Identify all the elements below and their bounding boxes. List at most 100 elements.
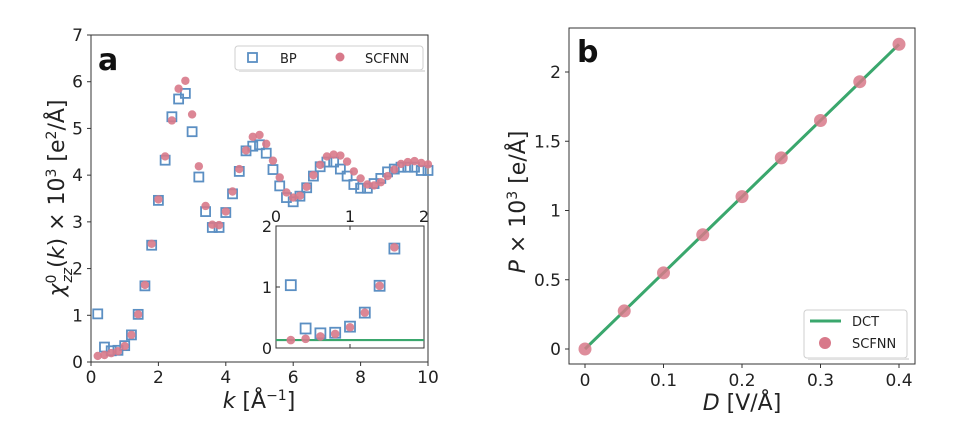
scfnn-point bbox=[696, 228, 710, 242]
panel-b-series bbox=[578, 37, 906, 356]
legend-bp-label: BP bbox=[280, 52, 297, 67]
scfnn-point bbox=[127, 330, 136, 340]
scfnn-point bbox=[617, 304, 631, 318]
scfnn-point bbox=[814, 113, 827, 127]
scfnn-point bbox=[214, 220, 224, 230]
x-tick-label: 4 bbox=[220, 368, 231, 388]
scfnn-point bbox=[241, 146, 251, 155]
scfnn-point bbox=[356, 174, 365, 183]
y-tick-label: 1.5 bbox=[534, 132, 561, 152]
bp-point bbox=[173, 93, 185, 105]
scfnn-point bbox=[228, 187, 237, 196]
bp-point bbox=[132, 308, 144, 320]
y-tick-label: 4 bbox=[72, 166, 83, 186]
scfnn-point bbox=[369, 181, 379, 190]
inset-scfnn-point bbox=[360, 308, 370, 317]
scfnn-point bbox=[282, 188, 291, 197]
panel-a-x-axis-label: k [Å−1] bbox=[223, 387, 296, 414]
scfnn-point bbox=[120, 341, 129, 351]
bp-point bbox=[126, 329, 137, 341]
y-tick-label: 1 bbox=[72, 306, 83, 326]
legend-shadow bbox=[239, 70, 425, 72]
legend-bp-marker-icon bbox=[247, 52, 258, 63]
legend-scfnn-marker-icon bbox=[335, 52, 345, 62]
inset-points bbox=[276, 242, 424, 345]
scfnn-point bbox=[363, 180, 372, 189]
x-tick-label: 0 bbox=[86, 368, 97, 388]
bp-point bbox=[267, 164, 279, 175]
scfnn-point bbox=[221, 207, 230, 216]
scfnn-point bbox=[201, 201, 210, 211]
scfnn-point bbox=[410, 156, 419, 166]
bp-point bbox=[260, 147, 272, 159]
y-tick-label: 3 bbox=[72, 213, 83, 233]
inset-scfnn-point bbox=[286, 335, 296, 345]
bp-point bbox=[274, 180, 286, 192]
inset-y-tick-label: 0 bbox=[262, 339, 272, 358]
bp-point bbox=[355, 182, 367, 194]
inset-y-tick-label: 2 bbox=[262, 217, 272, 236]
scfnn-point bbox=[289, 193, 298, 202]
scfnn-point bbox=[735, 190, 749, 204]
panel-a-y-axis-label: χ0zz(k) × 103 [e2/Å] bbox=[43, 99, 76, 297]
inset-x-tick-label: 1 bbox=[345, 207, 355, 226]
y-tick-label: 2 bbox=[550, 63, 561, 83]
scfnn-point bbox=[268, 156, 278, 165]
inset-bp-point bbox=[344, 320, 356, 333]
legend-shadow bbox=[808, 358, 909, 360]
bp-point bbox=[186, 126, 198, 138]
scfnn-point bbox=[853, 75, 867, 89]
scfnn-point bbox=[342, 157, 352, 166]
panel-a-legend: BP SCFNN bbox=[234, 45, 425, 72]
x-tick-label: 6 bbox=[288, 368, 299, 388]
scfnn-point bbox=[383, 171, 392, 181]
y-tick-label: 0 bbox=[72, 353, 83, 373]
bp-point bbox=[247, 140, 259, 152]
y-tick-label: 0 bbox=[550, 340, 561, 360]
x-tick-label: 10 bbox=[417, 368, 439, 388]
panel-b-letter: b bbox=[577, 35, 598, 70]
panel-b-legend: DCT SCFNN bbox=[803, 309, 909, 360]
panel-a-x-ticks: 0 2 4 6 8 10 bbox=[86, 362, 439, 388]
scfnn-point bbox=[315, 160, 325, 170]
panel-b-y-ticks: 0 0.5 1 1.5 2 bbox=[534, 63, 569, 360]
scfnn-point bbox=[396, 159, 406, 169]
panel-a-letter: a bbox=[98, 43, 118, 78]
scfnn-point bbox=[578, 342, 592, 356]
y-tick-label: 6 bbox=[72, 73, 83, 93]
x-tick-label: 2 bbox=[153, 368, 164, 388]
y-tick-label: 5 bbox=[72, 119, 83, 139]
scfnn-point bbox=[140, 280, 150, 290]
scfnn-point bbox=[349, 167, 359, 176]
scfnn-point bbox=[295, 191, 305, 200]
scfnn-point bbox=[774, 151, 788, 165]
bp-point bbox=[334, 163, 346, 175]
scfnn-point bbox=[113, 347, 123, 356]
legend-scfnn-marker-icon bbox=[819, 337, 831, 349]
scfnn-point bbox=[403, 157, 412, 167]
scfnn-point bbox=[181, 76, 190, 85]
panel-a-points bbox=[92, 76, 434, 361]
scfnn-point bbox=[93, 351, 102, 361]
inset-x-tick-label: 2 bbox=[419, 207, 429, 226]
scfnn-point bbox=[235, 164, 244, 174]
scfnn-point bbox=[262, 139, 271, 149]
scfnn-point bbox=[147, 239, 156, 249]
panel-a-plot-frame bbox=[90, 34, 429, 363]
scfnn-point bbox=[107, 348, 116, 358]
inset-scfnn-point bbox=[330, 329, 340, 339]
scfnn-point bbox=[390, 165, 399, 174]
scfnn-point bbox=[194, 162, 204, 171]
x-tick-label: 0.1 bbox=[650, 371, 677, 391]
scfnn-point bbox=[154, 195, 163, 204]
inset-bp-point bbox=[373, 279, 386, 292]
scfnn-point bbox=[255, 130, 264, 140]
inset-bp-point bbox=[299, 322, 312, 335]
scfnn-point bbox=[657, 266, 670, 280]
panel-b: b 0 0.1 0.2 0.3 0.4 0 0.5 1 1.5 2 D [V/Å] P × 10… bbox=[504, 27, 916, 416]
scfnn-point bbox=[336, 151, 345, 160]
panel-b-y-axis-label: P × 103 [e/Å] bbox=[504, 131, 531, 274]
